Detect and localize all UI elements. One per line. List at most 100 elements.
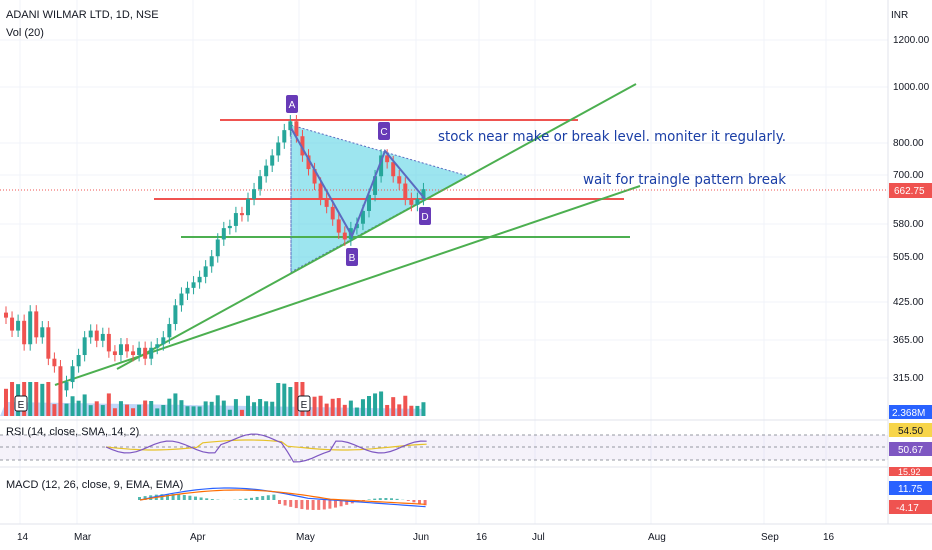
candle-body <box>294 121 299 137</box>
candle-body <box>252 189 257 199</box>
macd-histogram-bar <box>423 500 427 506</box>
macd-histogram-bar <box>306 500 309 510</box>
volume-bar <box>94 401 99 416</box>
candle-body <box>34 311 39 338</box>
pattern-point-c[interactable]: C <box>378 122 390 140</box>
macd-histogram-bar <box>244 498 248 500</box>
time-label-14: 14 <box>17 532 29 543</box>
macd-value-badge-3: -4.17 <box>889 500 932 514</box>
macd-histogram-bar <box>272 494 276 500</box>
volume-bar <box>312 396 317 416</box>
macd-histogram-bar <box>311 500 315 510</box>
macd-histogram-bar <box>373 498 377 500</box>
time-label-jun: Jun <box>413 532 429 543</box>
price-tick-425: 425.00 <box>893 297 924 308</box>
volume-bar <box>131 408 136 416</box>
earnings-marker-1[interactable]: E <box>14 395 28 412</box>
volume-bar <box>70 396 75 416</box>
macd-histogram-bar <box>395 498 399 500</box>
annotation-note-1[interactable]: stock near make or break level. moniter … <box>438 129 786 145</box>
macd-histogram-bar <box>406 500 410 501</box>
earnings-label-2: E <box>301 400 308 411</box>
candle-body <box>143 347 148 359</box>
macd-value-2: 11.75 <box>898 484 923 495</box>
volume-bar <box>34 382 39 416</box>
price-tick-1000: 1000.00 <box>893 82 930 93</box>
candle-body <box>227 225 232 229</box>
pattern-label-a: A <box>289 100 296 111</box>
macd-histogram-bar <box>188 495 192 500</box>
rsi-line <box>105 433 427 463</box>
volume-bar <box>342 404 347 416</box>
pattern-point-d[interactable]: D <box>419 207 431 225</box>
volume-bar <box>360 399 365 416</box>
rsi-ma-line <box>105 439 427 451</box>
candle-body <box>246 198 250 216</box>
candle-body <box>360 210 365 224</box>
earnings-marker-2[interactable]: E <box>297 395 311 412</box>
candle-body <box>373 176 378 195</box>
volume-bar <box>112 408 117 416</box>
macd-histogram-bar <box>166 494 169 500</box>
macd-histogram-bar <box>138 497 141 500</box>
candle-body <box>191 282 196 288</box>
volume-badge[interactable]: 2.368M <box>889 405 932 419</box>
macd-histogram-bar <box>367 499 371 500</box>
macd-histogram-bar <box>378 498 382 500</box>
macd-histogram-bar <box>177 494 181 500</box>
candle-body <box>149 347 154 359</box>
macd-legend[interactable]: MACD (12, 26, close, 9, EMA, EMA) <box>6 479 184 491</box>
abcd-pattern-line <box>290 127 426 239</box>
earnings-label-1: E <box>18 400 25 411</box>
candle-body <box>215 239 220 257</box>
trendline-upper[interactable] <box>116 83 637 370</box>
volume-bar <box>336 398 341 416</box>
annotation-note-2[interactable]: wait for traingle pattern break <box>583 172 787 188</box>
candle-body <box>391 162 396 177</box>
last-price-badge[interactable]: 662.75 <box>889 183 932 198</box>
volume-bar <box>179 400 184 416</box>
candle-body <box>185 287 190 294</box>
candle-body <box>415 198 420 205</box>
macd-histogram-bar <box>278 500 281 504</box>
candle-body <box>100 333 105 341</box>
volume-bar <box>28 382 33 416</box>
volume-bar <box>10 382 15 416</box>
pattern-point-a[interactable]: A <box>286 95 298 113</box>
volume-bar <box>125 404 129 416</box>
candle-body <box>46 327 51 359</box>
volume-bar <box>197 406 202 416</box>
macd-value-badge-1: 15.92 <box>889 467 932 477</box>
volume-bar <box>76 400 81 416</box>
volume-bar <box>397 404 402 416</box>
candle-body <box>403 183 408 199</box>
symbol-title[interactable]: ADANI WILMAR LTD, 1D, NSE <box>6 9 159 21</box>
candle-body <box>106 333 111 352</box>
candle-body <box>306 155 311 170</box>
candle-body <box>276 142 281 156</box>
candle-body <box>330 206 335 220</box>
pattern-point-b[interactable]: B <box>346 248 358 266</box>
rsi-legend[interactable]: RSI (14, close, SMA, 14, 2) <box>6 426 140 438</box>
volume-bar <box>354 407 359 416</box>
candle-body <box>421 189 426 199</box>
currency-label: INR <box>891 10 908 21</box>
candle-body <box>82 337 87 356</box>
macd-value-1: 15.92 <box>898 467 921 477</box>
time-label-apr: Apr <box>190 532 206 543</box>
volume-bar <box>324 403 329 416</box>
candle-body <box>58 366 63 391</box>
macd-histogram-bar <box>171 494 175 500</box>
candle-body <box>112 351 117 356</box>
volume-legend[interactable]: Vol (20) <box>6 27 44 39</box>
volume-bar <box>149 401 154 416</box>
candle-body <box>324 198 329 207</box>
macd-histogram-bar <box>210 499 214 500</box>
volume-bar <box>58 386 63 416</box>
time-label-16a: 16 <box>476 532 488 543</box>
candle-body <box>16 320 21 331</box>
pattern-label-c: C <box>380 127 387 138</box>
macd-line <box>139 487 426 508</box>
time-label-sep: Sep <box>761 532 779 543</box>
